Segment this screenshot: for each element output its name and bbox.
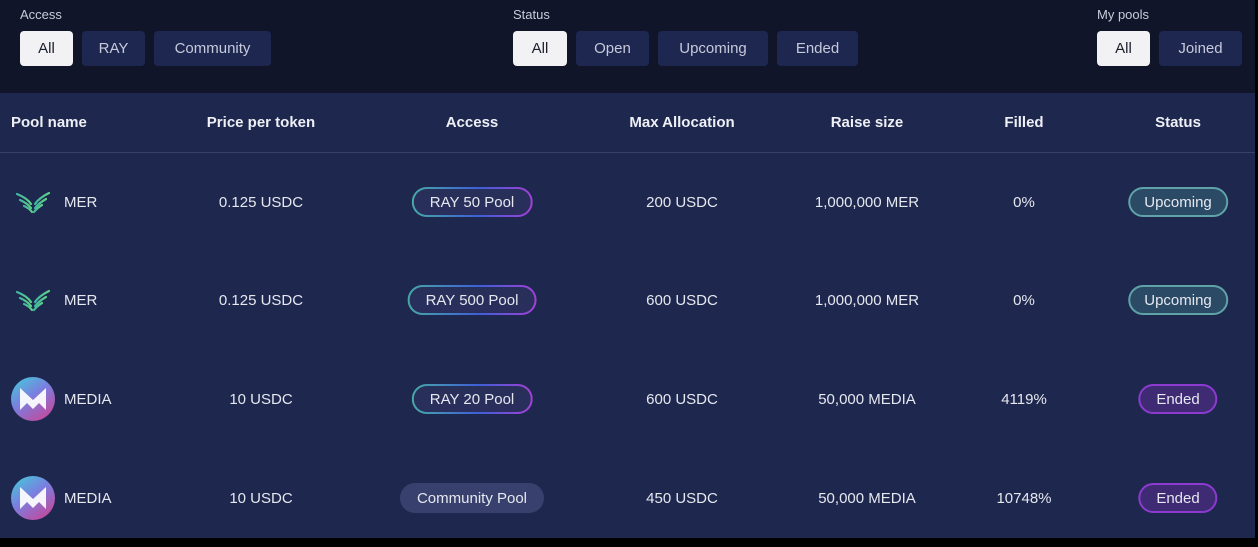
table-header: Pool name Price per token Access Max All… xyxy=(0,93,1255,153)
mer-wings-icon xyxy=(11,278,55,322)
pool-name: MEDIA xyxy=(64,390,112,408)
media-logo-icon xyxy=(11,476,55,520)
price-cell: 10 USDC xyxy=(229,489,293,507)
pool-name-cell: MEDIA xyxy=(11,449,112,547)
price-cell: 10 USDC xyxy=(229,390,293,408)
column-header-raise-size[interactable]: Raise size xyxy=(830,114,904,131)
access-badge: RAY 20 Pool xyxy=(412,384,533,414)
access-cell: RAY 20 Pool xyxy=(412,350,533,448)
pool-name-cell: MER xyxy=(11,153,97,251)
access-badge: RAY 50 Pool xyxy=(412,187,533,217)
status-filter-all[interactable]: All xyxy=(513,31,567,66)
status-badge: Upcoming xyxy=(1128,285,1228,315)
access-filter-all[interactable]: All xyxy=(20,31,73,66)
column-header-pool-name[interactable]: Pool name xyxy=(11,114,87,131)
raise-size-cell: 50,000 MEDIA xyxy=(818,489,916,507)
column-header-access[interactable]: Access xyxy=(445,114,499,131)
pool-name: MER xyxy=(64,291,98,309)
table-row[interactable]: MER 0.125 USDC RAY 500 Pool 600 USDC 1,0… xyxy=(0,251,1255,349)
status-badge: Upcoming xyxy=(1128,187,1228,217)
raise-size-cell: 50,000 MEDIA xyxy=(818,390,916,408)
access-filter-label: Access xyxy=(20,7,62,22)
filled-cell: 0% xyxy=(1013,193,1035,211)
filled-cell: 4119% xyxy=(1001,390,1047,408)
price-cell: 0.125 USDC xyxy=(218,291,304,309)
my-pools-filter-joined[interactable]: Joined xyxy=(1159,31,1242,66)
table-row[interactable]: MEDIA 10 USDC Community Pool 450 USDC 50… xyxy=(0,449,1255,547)
status-cell: Upcoming xyxy=(1128,251,1228,349)
pool-name-cell: MER xyxy=(11,251,97,349)
status-badge: Ended xyxy=(1138,483,1218,513)
access-cell: RAY 500 Pool xyxy=(408,251,537,349)
status-cell: Upcoming xyxy=(1128,153,1228,251)
raise-size-cell: 1,000,000 MER xyxy=(814,291,920,309)
access-filter-community[interactable]: Community xyxy=(154,31,271,66)
max-allocation-cell: 200 USDC xyxy=(646,193,718,211)
status-cell: Ended xyxy=(1138,350,1218,448)
column-header-max-allocation[interactable]: Max Allocation xyxy=(629,114,735,131)
access-filter-ray[interactable]: RAY xyxy=(82,31,145,66)
price-cell: 0.125 USDC xyxy=(218,193,304,211)
raise-size-cell: 1,000,000 MER xyxy=(814,193,920,211)
filled-cell: 10748% xyxy=(996,489,1052,507)
status-cell: Ended xyxy=(1138,449,1218,547)
column-header-status[interactable]: Status xyxy=(1155,114,1201,131)
filled-cell: 0% xyxy=(1013,291,1035,309)
access-cell: RAY 50 Pool xyxy=(412,153,533,251)
mer-wings-icon xyxy=(11,180,55,224)
status-filter-label: Status xyxy=(513,7,550,22)
status-filter-ended[interactable]: Ended xyxy=(777,31,858,66)
table-row[interactable]: MEDIA 10 USDC RAY 20 Pool 600 USDC 50,00… xyxy=(0,350,1255,448)
my-pools-filter-all[interactable]: All xyxy=(1097,31,1150,66)
column-header-filled[interactable]: Filled xyxy=(1004,114,1044,131)
status-filter-open[interactable]: Open xyxy=(576,31,649,66)
filter-bar: Access All RAY Community Status All Open… xyxy=(0,0,1255,93)
pool-name: MER xyxy=(64,193,98,211)
media-logo-icon xyxy=(11,377,55,421)
access-badge: RAY 500 Pool xyxy=(408,285,537,315)
table-row[interactable]: MER 0.125 USDC RAY 50 Pool 200 USDC 1,00… xyxy=(0,153,1255,251)
access-badge: Community Pool xyxy=(399,483,545,513)
status-filter-upcoming[interactable]: Upcoming xyxy=(658,31,768,66)
access-cell: Community Pool xyxy=(399,449,545,547)
status-badge: Ended xyxy=(1138,384,1218,414)
pool-name-cell: MEDIA xyxy=(11,350,112,448)
pool-name: MEDIA xyxy=(64,489,112,507)
max-allocation-cell: 450 USDC xyxy=(646,489,718,507)
max-allocation-cell: 600 USDC xyxy=(646,390,718,408)
column-header-price[interactable]: Price per token xyxy=(206,114,316,131)
max-allocation-cell: 600 USDC xyxy=(646,291,718,309)
my-pools-filter-label: My pools xyxy=(1097,7,1150,22)
